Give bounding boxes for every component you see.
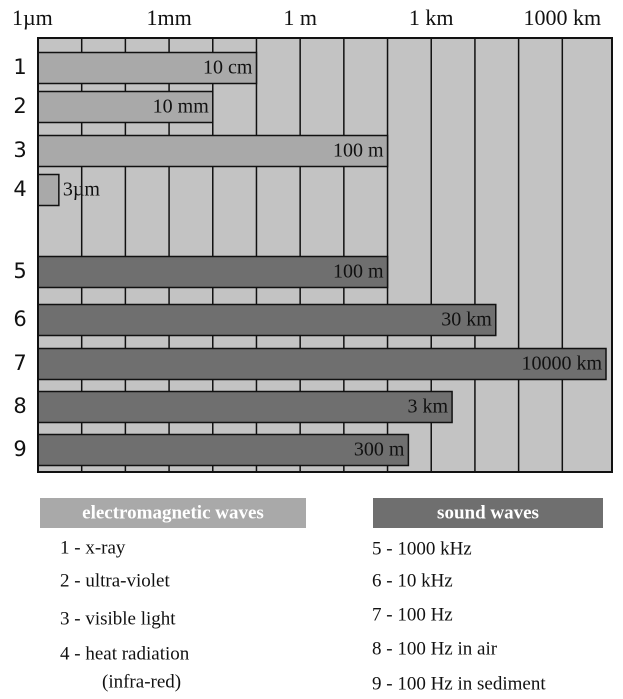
x-tick-label: 1 km xyxy=(409,5,454,30)
bar-value-label: 300 m xyxy=(354,439,405,461)
bar-value-label: 10 cm xyxy=(203,57,253,79)
x-tick-label: 1 m xyxy=(283,5,317,30)
legend-item: 3 - visible light xyxy=(60,608,176,629)
y-tick-label: 3 xyxy=(13,138,26,162)
plot-border xyxy=(37,37,613,473)
y-tick-label: 7 xyxy=(13,351,26,375)
legend-item: 6 - 10 kHz xyxy=(372,570,453,591)
x-tick-label: 1mm xyxy=(146,5,191,30)
bar xyxy=(37,90,214,124)
legend-swatch xyxy=(40,498,306,528)
y-tick-label: 5 xyxy=(13,259,26,283)
bar-value-label: 10 mm xyxy=(153,96,210,118)
y-tick-label: 2 xyxy=(13,94,26,118)
bar-value-label: 3µm xyxy=(63,179,101,201)
legend-item: 8 - 100 Hz in air xyxy=(372,638,498,659)
legend-swatch xyxy=(373,498,603,528)
legend-title: sound waves xyxy=(437,502,539,523)
bar xyxy=(37,303,497,337)
legend-item: 5 - 1000 kHz xyxy=(372,538,472,559)
bar-value-label: 100 m xyxy=(333,140,384,162)
y-tick-label: 4 xyxy=(13,177,26,201)
bar xyxy=(37,173,60,207)
y-tick-label: 1 xyxy=(13,55,26,79)
legend-item: 1 - x-ray xyxy=(60,537,126,558)
x-tick-label: 1µm xyxy=(12,5,53,30)
bar xyxy=(37,134,389,168)
bar-value-label: 10000 km xyxy=(521,353,602,375)
y-tick-label: 8 xyxy=(13,394,26,418)
legend-item: 7 - 100 Hz xyxy=(372,604,453,625)
bar xyxy=(37,255,389,289)
legend-title: electromagnetic waves xyxy=(82,502,264,523)
bar xyxy=(37,390,453,424)
bar xyxy=(37,433,410,467)
bar-value-label: 3 km xyxy=(408,396,449,418)
bar xyxy=(37,51,258,85)
legend-item: 4 - heat radiation xyxy=(60,643,190,664)
legend-item: 9 - 100 Hz in sediment xyxy=(372,673,546,694)
legend-item: 2 - ultra-violet xyxy=(60,570,170,591)
x-tick-label: 1000 km xyxy=(523,5,601,30)
y-tick-label: 9 xyxy=(13,437,26,461)
legend-item: (infra-red) xyxy=(102,671,181,692)
bar-value-label: 100 m xyxy=(333,261,384,283)
bar-value-label: 30 km xyxy=(441,309,492,331)
y-tick-label: 6 xyxy=(13,307,26,331)
